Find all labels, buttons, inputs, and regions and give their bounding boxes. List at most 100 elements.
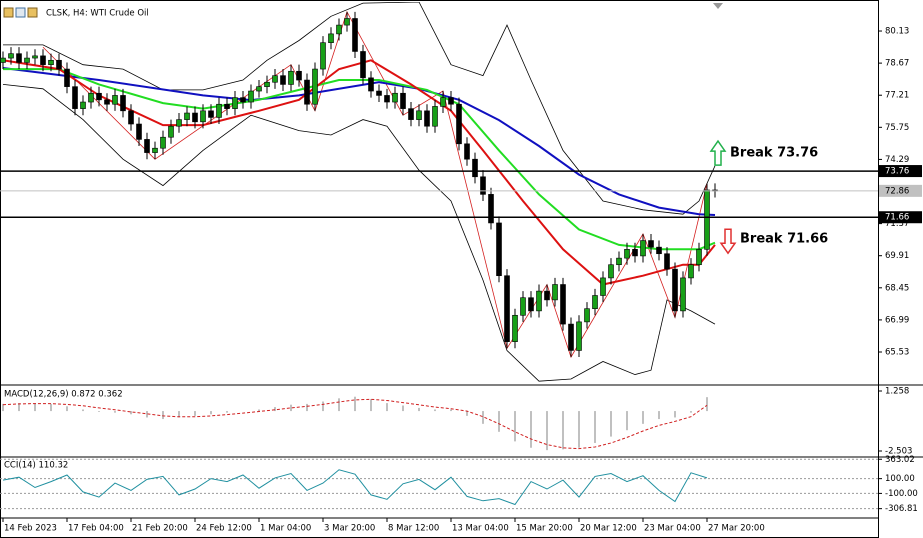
- candle-body: [648, 240, 654, 248]
- candle-body: [232, 97, 238, 109]
- macd-bar: [130, 411, 132, 415]
- candle-body: [208, 110, 214, 118]
- candle-body: [160, 136, 166, 149]
- candle-body: [352, 18, 358, 52]
- candle-body: [600, 277, 606, 296]
- signal-line: [2, 398, 708, 450]
- y-tick-label: 78.67: [885, 59, 909, 69]
- panel: 80.13 78.67 77.21 75.75 74.29 71.37 69.91 68.45…: [0, 2, 922, 382]
- candle-body: [456, 103, 462, 145]
- candle-body: [304, 79, 310, 105]
- indicator-line: [2, 84, 716, 382]
- candle-body: [24, 57, 30, 63]
- candle-body: [136, 123, 142, 140]
- candle-body: [80, 101, 86, 109]
- candle-body: [440, 97, 446, 107]
- macd-bar: [290, 404, 292, 412]
- candle-body: [512, 314, 518, 342]
- macd-bar: [434, 409, 436, 412]
- macd-bar: [706, 397, 708, 412]
- candle-body: [704, 189, 710, 250]
- macd-bar: [594, 411, 596, 443]
- candle-body: [640, 240, 646, 257]
- macd-bar: [66, 406, 68, 412]
- candle-body: [360, 51, 366, 79]
- candle-body: [288, 70, 294, 85]
- panel: 1.258 -2.503 MACD(12,26,9) 0.872 0.362: [2, 387, 912, 456]
- candle-body: [16, 53, 22, 63]
- candle-body: [368, 77, 374, 92]
- candle-body: [192, 112, 198, 123]
- candle-body: [664, 253, 670, 270]
- x-tick-label: 20 Mar 12:00: [580, 524, 637, 534]
- candle-body: [96, 92, 102, 101]
- macd-bar: [194, 411, 196, 416]
- indicator-line: [2, 67, 716, 216]
- macd-bar: [274, 407, 276, 412]
- indicator-line: [3, 68, 716, 251]
- y-tick-label: 69.91: [885, 251, 909, 261]
- candle-body: [536, 290, 542, 312]
- candle-body: [632, 249, 638, 257]
- candle-body: [504, 275, 510, 342]
- candle-body: [384, 95, 390, 103]
- candle-body: [256, 86, 262, 92]
- candle-body: [168, 125, 174, 138]
- x-tick-label: 17 Feb 04:00: [68, 524, 124, 534]
- candle-body: [152, 147, 158, 153]
- candle-body: [552, 284, 558, 301]
- chart-title: CLSK, H4: WTI Crude Oil: [46, 9, 149, 19]
- candle-body: [0, 57, 6, 63]
- macd-bar: [258, 409, 260, 412]
- candle-body: [656, 246, 662, 255]
- candle-body: [48, 59, 54, 65]
- macd-bar: [626, 411, 628, 431]
- candle-body: [560, 284, 566, 325]
- candle-body: [200, 110, 206, 123]
- candle-body: [312, 68, 318, 105]
- candle-body: [104, 99, 110, 105]
- candle-body: [112, 95, 118, 105]
- x-tick-label: 15 Mar 20:00: [516, 524, 573, 534]
- x-tick-label: 23 Mar 04:00: [644, 524, 701, 534]
- x-tick-label: 13 Mar 04:00: [452, 524, 509, 534]
- candle-body: [576, 321, 582, 351]
- y-tick-label: 77.21: [885, 91, 909, 101]
- y-tick-label: 66.99: [885, 315, 909, 325]
- macd-bar: [178, 411, 180, 418]
- candle-body: [496, 222, 502, 277]
- macd-bar: [642, 411, 644, 424]
- candle-body: [424, 110, 430, 127]
- macd-bar: [34, 403, 36, 412]
- candle-body: [144, 139, 150, 153]
- macd-bar: [546, 411, 548, 451]
- y-tick-label: -100.00: [885, 489, 918, 499]
- candle-body: [64, 68, 70, 87]
- macd-bar: [690, 411, 692, 413]
- plot-area: [0, 2, 878, 382]
- level-label-box: [879, 184, 922, 197]
- macd-bar: [338, 398, 340, 412]
- level-label: 72.86: [885, 186, 909, 196]
- macd-bar: [530, 411, 532, 448]
- macd-bar: [482, 411, 484, 424]
- level-label: 73.76: [885, 167, 909, 177]
- candle-body: [32, 55, 38, 59]
- macd-bar: [658, 411, 660, 420]
- candle-body: [264, 81, 270, 87]
- candle-body: [408, 108, 414, 120]
- macd-bar: [466, 411, 468, 416]
- macd-bar: [354, 396, 356, 412]
- candle-body: [688, 264, 694, 279]
- macd-bar: [418, 407, 420, 412]
- x-tick-label: 3 Mar 20:00: [324, 524, 375, 534]
- cci-line: [2, 469, 708, 506]
- y-tick-label: 75.75: [885, 123, 909, 133]
- candle-body: [488, 194, 494, 224]
- macd-bar: [50, 403, 52, 412]
- candle-body: [88, 92, 94, 103]
- macd-bar: [322, 401, 324, 412]
- shift-marker: [713, 3, 723, 9]
- level-label: 71.66: [885, 213, 909, 223]
